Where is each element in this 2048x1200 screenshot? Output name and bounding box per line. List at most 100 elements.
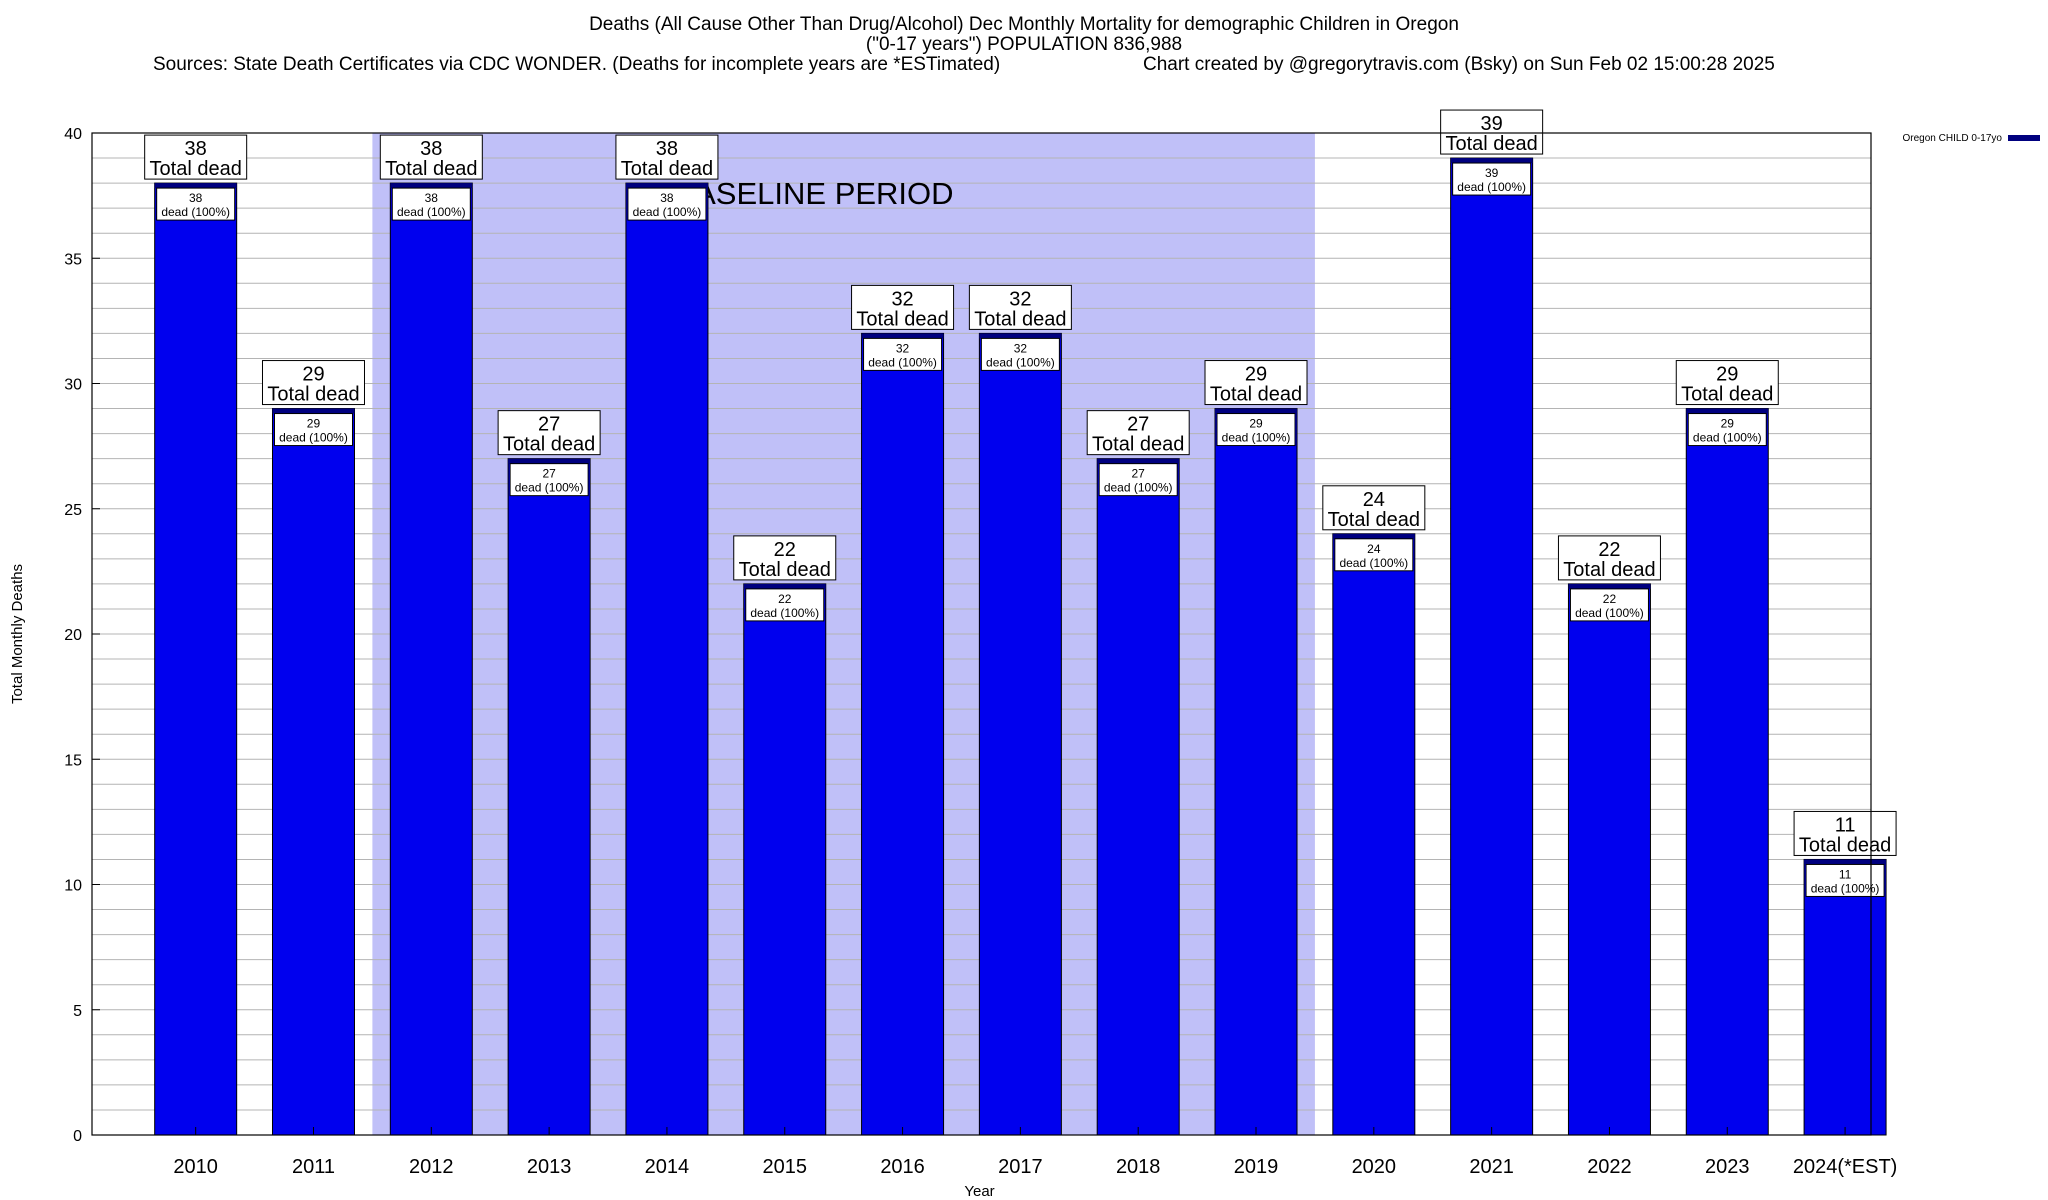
x-tick-label: 2022 bbox=[1587, 1156, 1632, 1178]
bar bbox=[271, 408, 355, 1136]
inner-label-value: 29 bbox=[1721, 417, 1735, 431]
inner-label-value: 38 bbox=[189, 191, 203, 205]
inner-label-text: dead (100%) bbox=[515, 481, 584, 495]
x-tick-label: 2019 bbox=[1234, 1156, 1279, 1178]
inner-label-text: dead (100%) bbox=[397, 205, 466, 219]
bar bbox=[1450, 157, 1534, 1136]
x-tick-label: 2024(*EST) bbox=[1793, 1156, 1898, 1178]
total-label-box bbox=[615, 134, 719, 180]
total-label-value: 38 bbox=[185, 138, 207, 160]
inner-label-box bbox=[1216, 413, 1296, 447]
bar-top-edge bbox=[154, 183, 237, 189]
bar bbox=[625, 182, 709, 1136]
total-label-text: Total dead bbox=[856, 308, 948, 330]
bar bbox=[1332, 533, 1416, 1136]
x-tick-label: 2021 bbox=[1469, 1156, 1514, 1178]
total-label-box bbox=[1675, 360, 1779, 406]
y-tick-label: 5 bbox=[73, 1003, 82, 1020]
inner-label-value: 29 bbox=[307, 417, 321, 431]
inner-label-value: 39 bbox=[1485, 166, 1499, 180]
chart-sources: Sources: State Death Certificates via CD… bbox=[153, 54, 1001, 75]
x-tick-label: 2012 bbox=[409, 1156, 454, 1178]
total-label-value: 38 bbox=[420, 138, 442, 160]
bar-top-edge bbox=[1332, 533, 1415, 539]
total-label-box bbox=[497, 410, 601, 456]
total-label-text: Total dead bbox=[1681, 384, 1773, 406]
inner-label-text: dead (100%) bbox=[986, 355, 1055, 369]
bar-top-edge bbox=[390, 183, 473, 189]
bar-top-edge bbox=[1097, 458, 1180, 464]
total-label-value: 27 bbox=[1127, 414, 1149, 436]
bar-top-edge bbox=[1568, 583, 1651, 589]
inner-label-box bbox=[1452, 162, 1532, 196]
total-label-value: 32 bbox=[891, 288, 913, 310]
total-label-value: 32 bbox=[1009, 288, 1031, 310]
total-label-text: Total dead bbox=[1092, 434, 1184, 456]
total-label-text: Total dead bbox=[621, 158, 713, 180]
total-label-text: Total dead bbox=[503, 434, 595, 456]
inner-label-box bbox=[1569, 588, 1649, 622]
plot-frame bbox=[91, 132, 1872, 1136]
bar-top-edge bbox=[979, 333, 1062, 339]
total-label-text: Total dead bbox=[974, 308, 1066, 330]
total-label-box bbox=[379, 134, 483, 180]
inner-label-box bbox=[980, 337, 1060, 371]
bar-top-edge bbox=[1215, 408, 1298, 414]
inner-label-text: dead (100%) bbox=[1339, 556, 1408, 570]
total-label-text: Total dead bbox=[1445, 133, 1537, 155]
bar bbox=[1214, 408, 1298, 1136]
x-axis-label: Year bbox=[964, 1183, 994, 1200]
inner-label-text: dead (100%) bbox=[1575, 606, 1644, 620]
chart-title-line1: Deaths (All Cause Other Than Drug/Alcoho… bbox=[589, 14, 1459, 35]
chart-title-line2: ("0-17 years") POPULATION 836,988 bbox=[865, 34, 1183, 55]
inner-label-box bbox=[156, 187, 236, 221]
inner-label-value: 29 bbox=[1249, 417, 1263, 431]
x-tick-label: 2020 bbox=[1352, 1156, 1397, 1178]
y-tick-label: 35 bbox=[64, 251, 82, 268]
x-tick-label: 2013 bbox=[527, 1156, 572, 1178]
total-label-value: 29 bbox=[302, 364, 324, 386]
x-tick-label: 2010 bbox=[173, 1156, 218, 1178]
total-label-box bbox=[1204, 360, 1308, 406]
total-label-text: Total dead bbox=[267, 384, 359, 406]
total-label-box bbox=[733, 535, 837, 581]
total-label-text: Total dead bbox=[739, 559, 831, 581]
total-label-value: 29 bbox=[1716, 364, 1738, 386]
y-tick-label: 0 bbox=[73, 1128, 82, 1145]
total-label-box bbox=[851, 284, 955, 330]
total-label-value: 29 bbox=[1245, 364, 1267, 386]
total-label-value: 38 bbox=[656, 138, 678, 160]
inner-label-value: 27 bbox=[542, 467, 556, 481]
inner-label-text: dead (100%) bbox=[1104, 481, 1173, 495]
inner-label-value: 24 bbox=[1367, 542, 1381, 556]
x-tick-label: 2023 bbox=[1705, 1156, 1750, 1178]
inner-label-text: dead (100%) bbox=[1457, 180, 1526, 194]
inner-label-value: 27 bbox=[1132, 467, 1146, 481]
inner-label-box bbox=[863, 337, 943, 371]
inner-label-value: 11 bbox=[1839, 867, 1852, 881]
bar bbox=[154, 182, 238, 1136]
x-tick-label: 2014 bbox=[645, 1156, 690, 1178]
inner-label-box bbox=[273, 413, 353, 447]
bar bbox=[743, 583, 827, 1136]
total-label-value: 39 bbox=[1481, 113, 1503, 135]
total-label-value: 11 bbox=[1835, 814, 1856, 836]
y-tick-label: 15 bbox=[64, 752, 82, 769]
baseline-label: BASELINE PERIOD bbox=[674, 176, 953, 211]
bar bbox=[1096, 458, 1180, 1136]
total-label-box bbox=[1086, 410, 1190, 456]
total-label-box bbox=[261, 360, 365, 406]
total-label-text: Total dead bbox=[385, 158, 477, 180]
inner-label-value: 32 bbox=[896, 341, 910, 355]
legend-swatch bbox=[2008, 135, 2040, 141]
inner-label-text: dead (100%) bbox=[161, 205, 230, 219]
total-label-text: Total dead bbox=[1328, 509, 1420, 531]
inner-label-box bbox=[627, 187, 707, 221]
total-label-box bbox=[1557, 535, 1661, 581]
inner-label-text: dead (100%) bbox=[750, 606, 819, 620]
x-tick-label: 2011 bbox=[292, 1156, 335, 1178]
total-label-value: 22 bbox=[1598, 539, 1620, 561]
total-label-box bbox=[1322, 485, 1426, 531]
total-label-text: Total dead bbox=[1210, 384, 1302, 406]
